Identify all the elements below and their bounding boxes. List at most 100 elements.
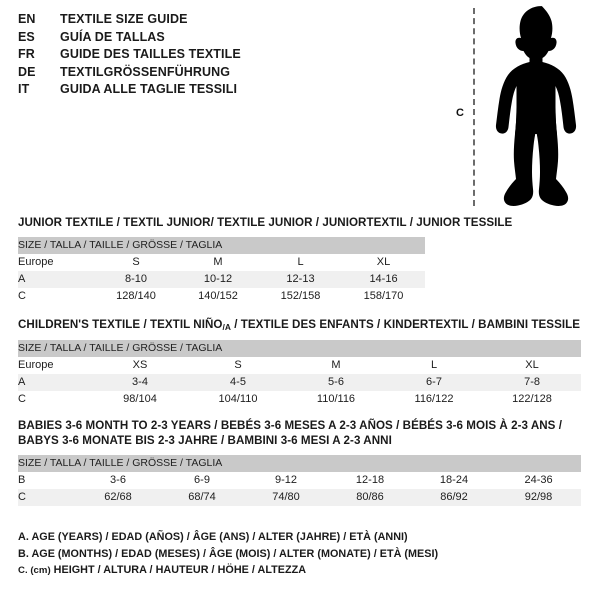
language-row-it: IT GUIDA ALLE TAGLIE TESSILI: [18, 82, 318, 100]
table-subheader-row: SIZE / TALLA / TAILLE / GRÖSSE / TAGLIA: [18, 340, 582, 357]
table-subheader-row: SIZE / TALLA / TAILLE / GRÖSSE / TAGLIA: [18, 237, 426, 254]
table-row: B 3-6 6-9 9-12 12-18 18-24 24-36: [18, 472, 582, 489]
cell-value: 9-12: [244, 472, 328, 489]
child-silhouette-icon: [495, 6, 577, 206]
table-subheader-babies: SIZE / TALLA / TAILLE / GRÖSSE / TAGLIA: [18, 455, 582, 472]
cell-value: 24-36: [496, 472, 582, 489]
size-table-children: CHILDREN'S TEXTILE / TEXTIL NIÑO/A / TEX…: [18, 317, 582, 408]
cell-value: L: [385, 357, 483, 374]
table-title-babies-line2: BABYS 3-6 MONATE BIS 2-3 JAHRE / BAMBINI…: [18, 434, 392, 447]
cell-value: 92/98: [496, 489, 582, 506]
table-title-children-pre: CHILDREN'S TEXTILE / TEXTIL NIÑO: [18, 318, 223, 331]
language-title-fr: GUIDE DES TAILLES TEXTILE: [60, 47, 241, 61]
legend-line-c-text: HEIGHT / ALTURA / HAUTEUR / HÖHE / ALTEZ…: [50, 564, 307, 576]
cell-value: 116/122: [385, 391, 483, 408]
cell-value: 12-18: [328, 472, 412, 489]
cell-value: XS: [91, 357, 189, 374]
legend-block: A. AGE (YEARS) / EDAD (AÑOS) / ÂGE (ANS)…: [18, 529, 458, 580]
table-title-children-post: / TEXTILE DES ENFANTS / KINDERTEXTIL / B…: [230, 318, 581, 331]
cell-value: M: [177, 254, 259, 271]
cell-value: S: [189, 357, 287, 374]
cell-value: S: [95, 254, 177, 271]
language-title-it: GUIDA ALLE TAGLIE TESSILI: [60, 82, 238, 96]
cell-value: 128/140: [95, 288, 177, 305]
cell-value: M: [287, 357, 385, 374]
table-row: A 8-10 10-12 12-13 14-16: [18, 271, 426, 288]
cell-value: 98/104: [91, 391, 189, 408]
language-row-en: EN TEXTILE SIZE GUIDE: [18, 12, 318, 30]
cell-value: 86/92: [412, 489, 496, 506]
language-code-it: IT: [18, 82, 30, 96]
row-label: C: [18, 391, 91, 408]
table-row: Europe XS S M L XL: [18, 357, 582, 374]
cell-value: 6-7: [385, 374, 483, 391]
cell-value: 158/170: [342, 288, 426, 305]
row-label: B: [18, 472, 76, 489]
table-row: Europe S M L XL: [18, 254, 426, 271]
row-label: Europe: [18, 357, 91, 374]
cell-value: 62/68: [76, 489, 160, 506]
language-row-de: DE TEXTILGRÖSSENFÜHRUNG: [18, 65, 318, 83]
height-measure-label: C: [456, 107, 464, 119]
row-label: C: [18, 288, 95, 305]
language-title-de: TEXTILGRÖSSENFÜHRUNG: [60, 64, 231, 79]
cell-value: 7-8: [483, 374, 582, 391]
cell-value: 74/80: [244, 489, 328, 506]
cell-value: 140/152: [177, 288, 259, 305]
cell-value: 152/158: [259, 288, 342, 305]
language-code-en: EN: [18, 12, 36, 26]
language-row-es: ES GUÍA DE TALLAS: [18, 30, 318, 48]
cell-value: XL: [342, 254, 426, 271]
table-row: A 3-4 4-5 5-6 6-7 7-8: [18, 374, 582, 391]
table-subheader-row: SIZE / TALLA / TAILLE / GRÖSSE / TAGLIA: [18, 455, 582, 472]
table-title-babies-line1: BABIES 3-6 MONTH TO 2-3 YEARS / BEBÉS 3-…: [18, 419, 563, 432]
cell-value: 6-9: [160, 472, 244, 489]
language-code-fr: FR: [18, 47, 35, 61]
table-title-children-sub: /A: [222, 322, 231, 332]
cell-value: 68/74: [160, 489, 244, 506]
table-row: C 128/140 140/152 152/158 158/170: [18, 288, 426, 305]
cell-value: 122/128: [483, 391, 582, 408]
cell-value: 3-6: [76, 472, 160, 489]
cell-value: 10-12: [177, 271, 259, 288]
cell-value: 4-5: [189, 374, 287, 391]
size-table-junior: JUNIOR TEXTILE / TEXTIL JUNIOR/ TEXTILE …: [18, 215, 512, 305]
cell-value: 80/86: [328, 489, 412, 506]
table-subheader-children: SIZE / TALLA / TAILLE / GRÖSSE / TAGLIA: [18, 340, 582, 357]
cell-value: 5-6: [287, 374, 385, 391]
cell-value: XL: [483, 357, 582, 374]
cell-value: 3-4: [91, 374, 189, 391]
table-babies: SIZE / TALLA / TAILLE / GRÖSSE / TAGLIA …: [18, 455, 582, 506]
cell-value: 12-13: [259, 271, 342, 288]
language-title-es: GUÍA DE TALLAS: [60, 29, 165, 44]
table-subheader-junior: SIZE / TALLA / TAILLE / GRÖSSE / TAGLIA: [18, 237, 426, 254]
legend-line-c: C. (cm) HEIGHT / ALTURA / HAUTEUR / HÖHE…: [18, 562, 458, 580]
row-label: A: [18, 374, 91, 391]
cell-value: 18-24: [412, 472, 496, 489]
language-row-fr: FR GUIDE DES TAILLES TEXTILE: [18, 47, 318, 65]
cell-value: L: [259, 254, 342, 271]
language-title-en: TEXTILE SIZE GUIDE: [60, 12, 188, 26]
table-row: C 62/68 68/74 74/80 80/86 86/92 92/98: [18, 489, 582, 506]
size-table-babies: BABIES 3-6 MONTH TO 2-3 YEARS / BEBÉS 3-…: [18, 418, 582, 506]
dashed-height-line-icon: [473, 8, 475, 206]
legend-line-c-unit: C. (cm): [18, 565, 51, 576]
table-title-children: CHILDREN'S TEXTILE / TEXTIL NIÑO/A / TEX…: [18, 317, 581, 333]
legend-line-a: A. AGE (YEARS) / EDAD (AÑOS) / ÂGE (ANS)…: [18, 531, 408, 543]
cell-value: 8-10: [95, 271, 177, 288]
legend-line-b: B. AGE (MONTHS) / EDAD (MESES) / ÂGE (MO…: [18, 547, 439, 560]
language-code-es: ES: [18, 29, 35, 44]
row-label: A: [18, 271, 95, 288]
language-header-block: EN TEXTILE SIZE GUIDE ES GUÍA DE TALLAS …: [18, 12, 318, 100]
table-children: SIZE / TALLA / TAILLE / GRÖSSE / TAGLIA …: [18, 340, 582, 408]
cell-value: 104/110: [189, 391, 287, 408]
cell-value: 110/116: [287, 391, 385, 408]
row-label: Europe: [18, 254, 95, 271]
measurement-figure: C: [440, 0, 600, 215]
table-title-junior: JUNIOR TEXTILE / TEXTIL JUNIOR/ TEXTILE …: [18, 216, 513, 229]
language-code-de: DE: [18, 64, 36, 79]
cell-value: 14-16: [342, 271, 426, 288]
table-row: C 98/104 104/110 110/116 116/122 122/128: [18, 391, 582, 408]
row-label: C: [18, 489, 76, 506]
table-junior: SIZE / TALLA / TAILLE / GRÖSSE / TAGLIA …: [18, 237, 426, 305]
